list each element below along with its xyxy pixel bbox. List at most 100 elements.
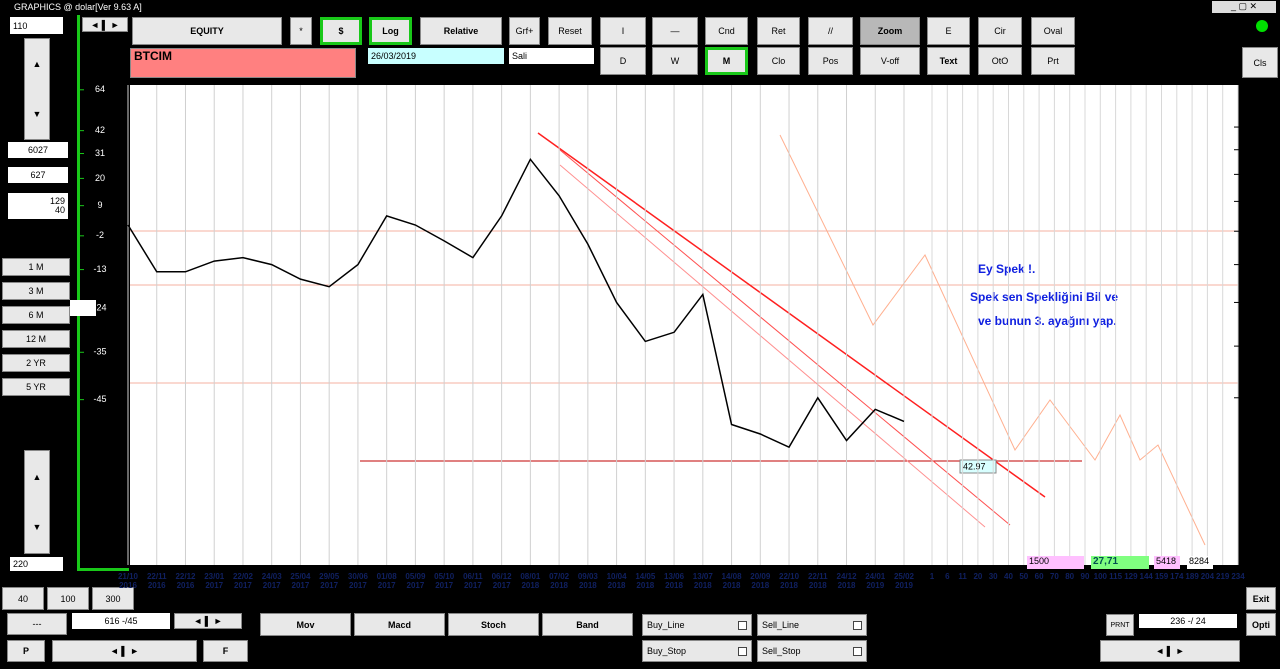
toolbar-button[interactable]: Clo — [757, 47, 800, 75]
toolbar-button[interactable]: D — [600, 47, 646, 75]
range-button[interactable]: 100 — [47, 587, 89, 610]
checkbox[interactable] — [853, 646, 862, 656]
toolbar-button[interactable]: Pos — [808, 47, 853, 75]
y-tick-label: 50 — [1244, 392, 1254, 402]
annotation: Ey Spek !. — [978, 262, 1035, 276]
x-tick-label: 189 — [1185, 572, 1199, 581]
x-tick-label: 22/11 2018 — [807, 572, 828, 590]
y-tick-label: 60 — [1244, 340, 1254, 350]
toolbar-button[interactable]: $ — [320, 17, 362, 45]
order-checkbox[interactable]: Buy_Line — [642, 614, 752, 636]
toolbar-button[interactable]: Text — [927, 47, 970, 75]
toolbar-button[interactable]: Relative — [420, 17, 502, 45]
period-button[interactable]: 5 YR — [2, 378, 70, 396]
toolbar-button[interactable]: Cir — [978, 17, 1022, 45]
range-button[interactable]: 300 — [92, 587, 134, 610]
toolbar-button[interactable]: Cnd — [705, 17, 748, 45]
x-tick-label: 09/03 2018 — [577, 572, 598, 590]
date-field[interactable]: 26/03/2019 — [368, 48, 504, 64]
toolbar-button[interactable]: W — [652, 47, 698, 75]
x-tick-label: 07/02 2018 — [549, 572, 570, 590]
x-tick-label: 219 — [1216, 572, 1230, 581]
symbol-field[interactable]: BTCIM — [130, 48, 356, 78]
toolbar-button[interactable]: OtO — [978, 47, 1022, 75]
period-button[interactable]: 2 YR — [2, 354, 70, 372]
toolbar-button[interactable]: * — [290, 17, 312, 45]
order-label: Buy_Stop — [647, 646, 687, 656]
exit-button[interactable]: Exit — [1246, 587, 1276, 610]
x-tick-label: 24/01 2019 — [865, 572, 886, 590]
dash-button[interactable]: --- — [7, 613, 67, 635]
toolbar-button[interactable]: Oval — [1031, 17, 1075, 45]
toolbar-button[interactable]: M — [705, 47, 748, 75]
x-tick-label: 06/12 2017 — [491, 572, 512, 590]
x-tick-label: 20/09 2018 — [750, 572, 771, 590]
cls-button[interactable]: Cls — [1242, 47, 1278, 78]
indicator-button[interactable]: Band — [542, 613, 633, 636]
x-tick-label: 70 — [1049, 572, 1059, 581]
toolbar-button[interactable]: I — [600, 17, 646, 45]
toolbar-button[interactable]: Grf+ — [509, 17, 540, 45]
annotation: Spek sen Spekliğini Bil ve — [970, 290, 1118, 304]
toolbar-button[interactable]: Zoom — [860, 17, 920, 45]
p-button[interactable]: P — [7, 640, 45, 662]
order-checkbox[interactable]: Sell_Line — [757, 614, 867, 636]
indicator-button[interactable]: Macd — [354, 613, 445, 636]
toolbar-button[interactable]: // — [808, 17, 853, 45]
period-button[interactable]: 12 M — [2, 330, 70, 348]
checkbox[interactable] — [738, 620, 747, 630]
range-button[interactable]: 40 — [2, 587, 44, 610]
position-field: 616 -/45 — [72, 613, 170, 629]
period-button[interactable]: 6 M — [2, 306, 70, 324]
order-checkbox[interactable]: Sell_Stop — [757, 640, 867, 662]
prnt-button[interactable]: PRNT — [1106, 614, 1134, 636]
toolbar-button[interactable]: Reset — [548, 17, 592, 45]
indicator-button[interactable]: Stoch — [448, 613, 539, 636]
indicator-button[interactable]: Mov — [260, 613, 351, 636]
x-tick-label: 1 — [929, 572, 935, 581]
x-tick-label: 30/06 2017 — [347, 572, 368, 590]
window-controls[interactable]: _ ▢ ✕ — [1212, 1, 1276, 13]
top-field[interactable]: 110 — [10, 17, 63, 34]
projection — [779, 134, 1206, 546]
scrollbar[interactable]: ▲ ▼ — [24, 38, 50, 140]
toolbar-button[interactable]: Prt — [1031, 47, 1075, 75]
order-label: Buy_Line — [647, 620, 685, 630]
checkbox[interactable] — [738, 646, 747, 656]
nav-arrows[interactable]: ◄ ▌ ► — [82, 17, 128, 32]
x-tick-label: 144 — [1139, 572, 1153, 581]
slider[interactable]: ◄ ▌ ► — [52, 640, 197, 662]
bottom-field[interactable]: 220 — [10, 557, 63, 571]
x-tick-label: 20 — [973, 572, 983, 581]
toolbar-button[interactable]: — — [652, 17, 698, 45]
scrollbar[interactable]: ▲ ▼ — [24, 450, 50, 554]
toolbar-button[interactable]: E — [927, 17, 970, 45]
f-button[interactable]: F — [203, 640, 248, 662]
checkbox[interactable] — [853, 620, 862, 630]
slider[interactable]: ◄ ▌ ► — [1100, 640, 1240, 662]
x-tick-label: 100 — [1093, 572, 1107, 581]
toolbar-button[interactable]: EQUITY — [132, 17, 282, 45]
y-tick-label: 110 — [1244, 169, 1258, 179]
x-tick-label: 11 — [958, 572, 967, 581]
x-tick-label: 24/03 2017 — [261, 572, 282, 590]
period-button[interactable]: 1 M — [2, 258, 70, 276]
toolbar-button[interactable]: V-off — [860, 47, 920, 75]
period-button[interactable]: 3 M — [2, 282, 70, 300]
toolbar-button[interactable]: Log — [369, 17, 412, 45]
order-checkbox[interactable]: Buy_Stop — [642, 640, 752, 662]
x-tick-label: 6 — [945, 572, 950, 581]
small-field[interactable] — [70, 300, 96, 316]
status-box: 1500 — [1027, 556, 1084, 569]
plot-area — [130, 85, 1238, 565]
order-label: Sell_Stop — [762, 646, 801, 656]
slider[interactable]: ◄ ▌ ► — [174, 613, 242, 629]
toolbar-button[interactable]: Ret — [757, 17, 800, 45]
day-field[interactable]: Sali — [509, 48, 594, 64]
title-bar: GRAPHICS @ dolar[Ver 9.63 A] — [0, 0, 1280, 14]
opti-button[interactable]: Opti — [1246, 613, 1276, 636]
x-tick-label: 13/07 2018 — [692, 572, 713, 590]
x-tick-label: 174 — [1170, 572, 1184, 581]
x-tick-label: 23/01 2017 — [204, 572, 225, 590]
x-tick-label: 14/05 2018 — [635, 572, 656, 590]
